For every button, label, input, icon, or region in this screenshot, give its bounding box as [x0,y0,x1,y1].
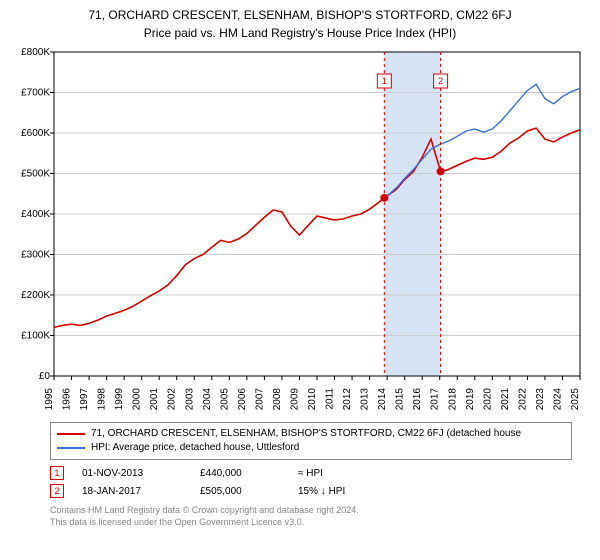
legend-label: HPI: Average price, detached house, Uttl… [91,441,299,455]
svg-text:1998: 1998 [97,388,108,411]
svg-text:2015: 2015 [395,388,406,411]
svg-text:1996: 1996 [62,388,73,411]
svg-text:2002: 2002 [167,388,178,411]
svg-text:2003: 2003 [184,388,195,411]
svg-text:2014: 2014 [377,388,388,411]
svg-text:2012: 2012 [342,388,353,411]
legend: 71, ORCHARD CRESCENT, ELSENHAM, BISHOP'S… [50,422,572,460]
svg-text:2009: 2009 [289,388,300,411]
svg-text:1999: 1999 [114,388,125,411]
svg-text:£800K: £800K [21,47,50,58]
svg-text:£400K: £400K [21,209,50,220]
sale-date: 01-NOV-2013 [82,468,182,479]
svg-text:2006: 2006 [237,388,248,411]
svg-text:2008: 2008 [272,388,283,411]
svg-text:2020: 2020 [482,388,493,411]
svg-text:1995: 1995 [44,388,55,411]
svg-text:£200K: £200K [21,290,50,301]
svg-text:2011: 2011 [325,388,336,410]
legend-swatch [57,447,85,449]
svg-text:£600K: £600K [21,128,50,139]
sales-table: 1 01-NOV-2013 £440,000 ≈ HPI 2 18-JAN-20… [50,464,572,500]
svg-text:1997: 1997 [79,388,90,411]
svg-text:2013: 2013 [360,388,371,411]
svg-text:2018: 2018 [447,388,458,411]
sale-price: £505,000 [200,486,280,497]
sale-marker-icon: 1 [50,466,64,480]
table-row: 2 18-JAN-2017 £505,000 15% ↓ HPI [50,482,572,500]
chart-svg: £0 £100K £200K £300K £400K £500K £600K £700K £80… [10,46,590,416]
legend-swatch [57,433,85,435]
svg-text:2001: 2001 [149,388,160,411]
sale-marker-icon: 2 [50,484,64,498]
chart-subtitle: Price paid vs. HM Land Registry's House … [10,26,590,40]
svg-text:1: 1 [382,76,387,86]
svg-text:2021: 2021 [500,388,511,411]
sale-date: 18-JAN-2017 [82,486,182,497]
svg-text:2022: 2022 [517,388,528,411]
svg-text:2019: 2019 [465,388,476,411]
svg-text:£0: £0 [39,371,51,382]
svg-text:2010: 2010 [307,388,318,411]
footer-line: This data is licensed under the Open Gov… [50,516,572,528]
svg-text:£300K: £300K [21,250,50,261]
svg-text:£100K: £100K [21,331,50,342]
footer: Contains HM Land Registry data © Crown c… [50,504,572,528]
chart-container: 71, ORCHARD CRESCENT, ELSENHAM, BISHOP'S… [0,0,600,532]
svg-text:2023: 2023 [535,388,546,411]
legend-item: 71, ORCHARD CRESCENT, ELSENHAM, BISHOP'S… [57,427,565,441]
svg-text:2017: 2017 [430,388,441,411]
sale-delta: ≈ HPI [298,468,398,479]
svg-text:2: 2 [438,76,443,86]
svg-text:£700K: £700K [21,88,50,99]
svg-text:2004: 2004 [202,388,213,411]
legend-item: HPI: Average price, detached house, Uttl… [57,441,565,455]
svg-text:2000: 2000 [132,388,143,411]
svg-text:2005: 2005 [219,388,230,411]
svg-text:2016: 2016 [412,388,423,411]
sale-delta: 15% ↓ HPI [298,486,398,497]
sale-price: £440,000 [200,468,280,479]
line-chart: £0 £100K £200K £300K £400K £500K £600K £700K £80… [10,46,590,416]
svg-text:2024: 2024 [552,388,563,411]
chart-title: 71, ORCHARD CRESCENT, ELSENHAM, BISHOP'S… [10,8,590,22]
svg-text:2025: 2025 [570,388,581,411]
svg-text:£500K: £500K [21,169,50,180]
table-row: 1 01-NOV-2013 £440,000 ≈ HPI [50,464,572,482]
legend-label: 71, ORCHARD CRESCENT, ELSENHAM, BISHOP'S… [91,427,521,441]
footer-line: Contains HM Land Registry data © Crown c… [50,504,572,516]
svg-text:2007: 2007 [254,388,265,411]
